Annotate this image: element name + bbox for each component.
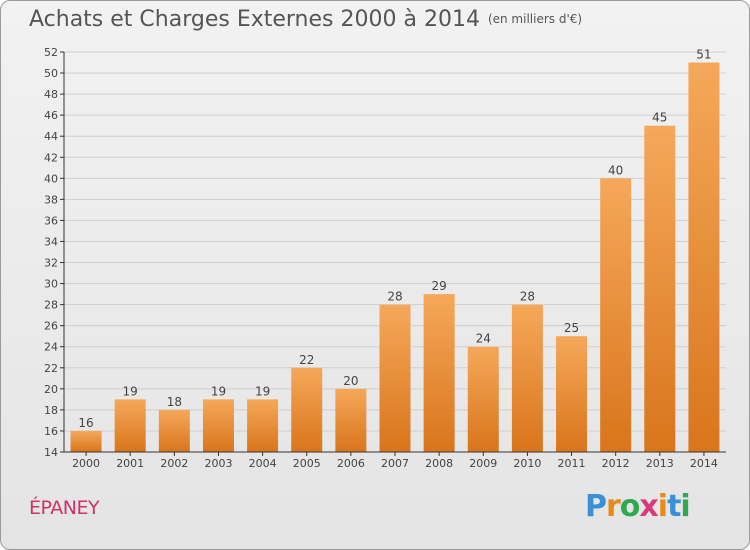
x-tick-label-2009: 2009: [469, 457, 497, 470]
y-tick-label: 48: [44, 88, 58, 101]
value-label-2007: 28: [387, 290, 402, 304]
y-tick-label: 40: [44, 172, 58, 185]
bar-2008: [423, 294, 455, 452]
x-tick-label-2012: 2012: [602, 457, 630, 470]
y-tick-label: 38: [44, 193, 58, 206]
logo-letter: o: [619, 489, 641, 524]
x-tick-label-2006: 2006: [337, 457, 365, 470]
y-tick-label: 16: [44, 425, 58, 438]
value-label-2009: 24: [476, 332, 491, 346]
bar-2010: [511, 304, 543, 452]
y-tick-label: 52: [44, 46, 58, 59]
x-tick-label-2003: 2003: [204, 457, 232, 470]
value-label-2012: 40: [608, 163, 623, 177]
value-label-2014: 51: [696, 48, 711, 62]
y-tick-label: 26: [44, 320, 58, 333]
x-tick-label-2008: 2008: [425, 457, 453, 470]
bar-2005: [291, 367, 323, 452]
bar-2002: [158, 409, 190, 452]
x-tick-label-2013: 2013: [646, 457, 674, 470]
y-tick-label: 24: [44, 341, 58, 354]
bar-2007: [379, 304, 411, 452]
bar-2004: [247, 399, 279, 452]
bar-2013: [644, 125, 676, 453]
bar-2009: [467, 346, 499, 452]
y-tick-label: 14: [44, 446, 58, 459]
value-label-2006: 20: [343, 374, 358, 388]
value-label-2001: 19: [123, 384, 138, 398]
bar-2011: [556, 336, 588, 452]
y-tick-label: 32: [44, 257, 58, 270]
bar-2012: [600, 178, 632, 452]
value-label-2003: 19: [211, 384, 226, 398]
y-tick-label: 22: [44, 362, 58, 375]
y-tick-label: 36: [44, 214, 58, 227]
bar-2000: [70, 430, 102, 452]
value-label-2002: 18: [167, 395, 182, 409]
place-name: ÉPANEY: [29, 497, 100, 519]
logo-letter: P: [585, 489, 607, 524]
y-tick-label: 46: [44, 109, 58, 122]
y-tick-label: 20: [44, 383, 58, 396]
axes: [60, 51, 726, 456]
value-label-2005: 22: [299, 353, 314, 367]
value-label-2010: 28: [520, 290, 535, 304]
value-label-2008: 29: [431, 279, 446, 293]
x-tick-label-2002: 2002: [160, 457, 188, 470]
x-tick-label-2004: 2004: [249, 457, 277, 470]
y-tick-label: 18: [44, 404, 58, 417]
y-tick-label: 42: [44, 151, 58, 164]
value-label-2011: 25: [564, 321, 579, 335]
x-tick-label-2000: 2000: [72, 457, 100, 470]
logo-letter: i: [680, 489, 690, 524]
value-label-2013: 45: [652, 111, 667, 125]
logo-letter: i: [657, 489, 668, 524]
x-tick-label-2007: 2007: [381, 457, 409, 470]
y-tick-label: 34: [44, 235, 58, 248]
proxiti-logo: Proxiti: [585, 489, 691, 524]
labels: 14 16 18 20 22 24 26 28 30 32 34 36 38 40 42 44 46 48 50 52…: [44, 46, 718, 470]
bar-2006: [335, 388, 367, 452]
value-label-2000: 16: [78, 416, 93, 430]
y-tick-label: 28: [44, 299, 58, 312]
y-tick-label: 50: [44, 67, 58, 80]
bar-2003: [202, 399, 234, 452]
y-tick-label: 30: [44, 278, 58, 291]
x-tick-label-2011: 2011: [558, 457, 586, 470]
logo-letter: r: [606, 489, 621, 524]
chart-title-text: Achats et Charges Externes 2000 à 2014: [29, 7, 480, 32]
bars: [70, 62, 720, 453]
bar-2014: [688, 62, 720, 453]
y-tick-label: 44: [44, 130, 58, 143]
chart-title: Achats et Charges Externes 2000 à 2014 (e…: [29, 7, 582, 32]
bar-2001: [114, 399, 146, 452]
x-tick-label-2001: 2001: [116, 457, 144, 470]
logo-letter: x: [639, 489, 658, 524]
logo-letter: t: [667, 489, 681, 524]
value-label-2004: 19: [255, 384, 270, 398]
x-tick-label-2014: 2014: [690, 457, 718, 470]
chart-subtitle: (en milliers d'€): [487, 12, 583, 26]
x-tick-label-2005: 2005: [293, 457, 321, 470]
x-tick-label-2010: 2010: [513, 457, 541, 470]
